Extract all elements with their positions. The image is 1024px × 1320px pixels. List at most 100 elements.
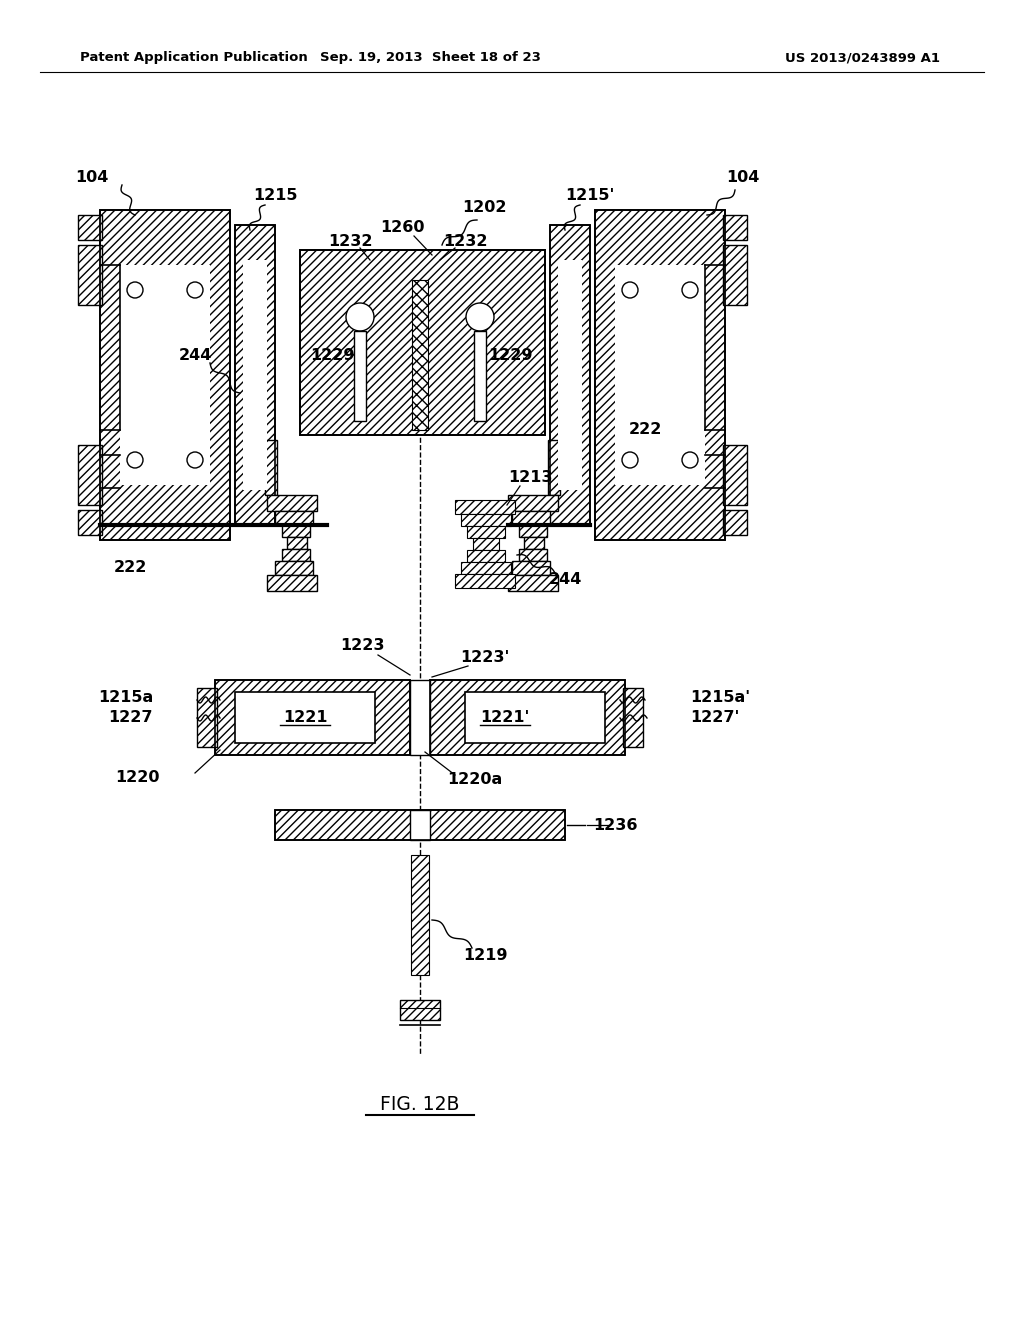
Text: 222: 222 [114, 561, 146, 576]
Bar [519, 525, 547, 537]
Circle shape [622, 282, 638, 298]
Bar [467, 525, 505, 539]
Bar [430, 680, 625, 755]
Bar [595, 210, 725, 540]
Bar [215, 680, 410, 755]
Bar [234, 692, 375, 743]
Bar [723, 246, 746, 305]
Bar [410, 680, 430, 755]
Bar [595, 210, 725, 540]
Text: 1236: 1236 [593, 817, 637, 833]
Bar [78, 445, 102, 506]
Circle shape [187, 451, 203, 469]
Text: 1223': 1223' [461, 651, 510, 665]
Bar [411, 855, 429, 975]
Bar [473, 539, 499, 550]
Text: 244: 244 [178, 347, 212, 363]
Bar [234, 224, 275, 525]
Text: 1220: 1220 [116, 770, 160, 784]
Text: 1227: 1227 [109, 710, 153, 726]
Bar [215, 680, 410, 755]
Bar [410, 810, 430, 840]
Circle shape [127, 282, 143, 298]
Text: 244: 244 [548, 573, 582, 587]
Text: 1215: 1215 [253, 187, 297, 202]
Text: 1229: 1229 [487, 347, 532, 363]
Text: 1219: 1219 [463, 948, 507, 962]
Circle shape [682, 451, 698, 469]
Bar [723, 215, 746, 240]
Text: 1215a: 1215a [97, 690, 153, 705]
Bar [300, 249, 545, 436]
Bar [512, 511, 550, 525]
Bar [519, 549, 547, 561]
Text: 1221: 1221 [283, 710, 328, 725]
Circle shape [466, 304, 494, 331]
Bar [275, 810, 565, 840]
Bar [467, 550, 505, 562]
Text: 1202: 1202 [462, 201, 506, 215]
Text: 1213: 1213 [508, 470, 552, 486]
Bar [512, 561, 550, 576]
Text: Sep. 19, 2013  Sheet 18 of 23: Sep. 19, 2013 Sheet 18 of 23 [319, 51, 541, 65]
Bar [282, 525, 310, 537]
Text: 1220a: 1220a [447, 772, 503, 788]
Text: 1232: 1232 [328, 235, 373, 249]
Bar [243, 260, 267, 490]
Text: 1215a': 1215a' [690, 690, 751, 705]
Bar [234, 224, 275, 525]
Bar [455, 574, 515, 587]
Bar [267, 576, 317, 591]
Bar [265, 440, 278, 495]
Bar [197, 688, 217, 747]
Bar [100, 210, 230, 540]
Bar [723, 445, 746, 506]
Bar [354, 331, 366, 421]
Bar [461, 562, 511, 574]
Text: 104: 104 [76, 170, 109, 186]
Text: 104: 104 [726, 170, 760, 186]
Bar [300, 249, 545, 436]
Text: FIG. 12B: FIG. 12B [380, 1096, 460, 1114]
Circle shape [187, 282, 203, 298]
Bar [282, 549, 310, 561]
Bar [412, 280, 428, 430]
Bar [400, 1001, 440, 1020]
Bar [615, 265, 705, 484]
Text: US 2013/0243899 A1: US 2013/0243899 A1 [785, 51, 940, 65]
Text: 1221': 1221' [480, 710, 529, 725]
Bar [287, 537, 307, 549]
Bar [474, 331, 486, 421]
Bar [275, 810, 565, 840]
Circle shape [682, 282, 698, 298]
Bar [275, 511, 313, 525]
Circle shape [127, 451, 143, 469]
Bar [465, 692, 605, 743]
Bar [120, 265, 210, 484]
Bar [508, 495, 558, 511]
Bar [723, 510, 746, 535]
Circle shape [622, 451, 638, 469]
Text: 1229: 1229 [309, 347, 354, 363]
Bar [558, 260, 582, 490]
Text: 1260: 1260 [380, 220, 424, 235]
Bar [550, 224, 590, 525]
Bar [430, 680, 625, 755]
Bar [550, 224, 590, 525]
Text: 1215': 1215' [565, 187, 614, 202]
Bar [623, 688, 643, 747]
Text: 222: 222 [629, 422, 662, 437]
Bar [78, 215, 102, 240]
Bar [455, 500, 515, 513]
Circle shape [346, 304, 374, 331]
Text: Patent Application Publication: Patent Application Publication [80, 51, 308, 65]
Bar [78, 246, 102, 305]
Text: 1232: 1232 [442, 235, 487, 249]
Text: 1227': 1227' [690, 710, 739, 726]
Bar [524, 537, 544, 549]
Text: 1223: 1223 [340, 638, 384, 652]
Bar [508, 576, 558, 591]
Bar [267, 495, 317, 511]
Bar [461, 513, 511, 525]
Bar [78, 510, 102, 535]
